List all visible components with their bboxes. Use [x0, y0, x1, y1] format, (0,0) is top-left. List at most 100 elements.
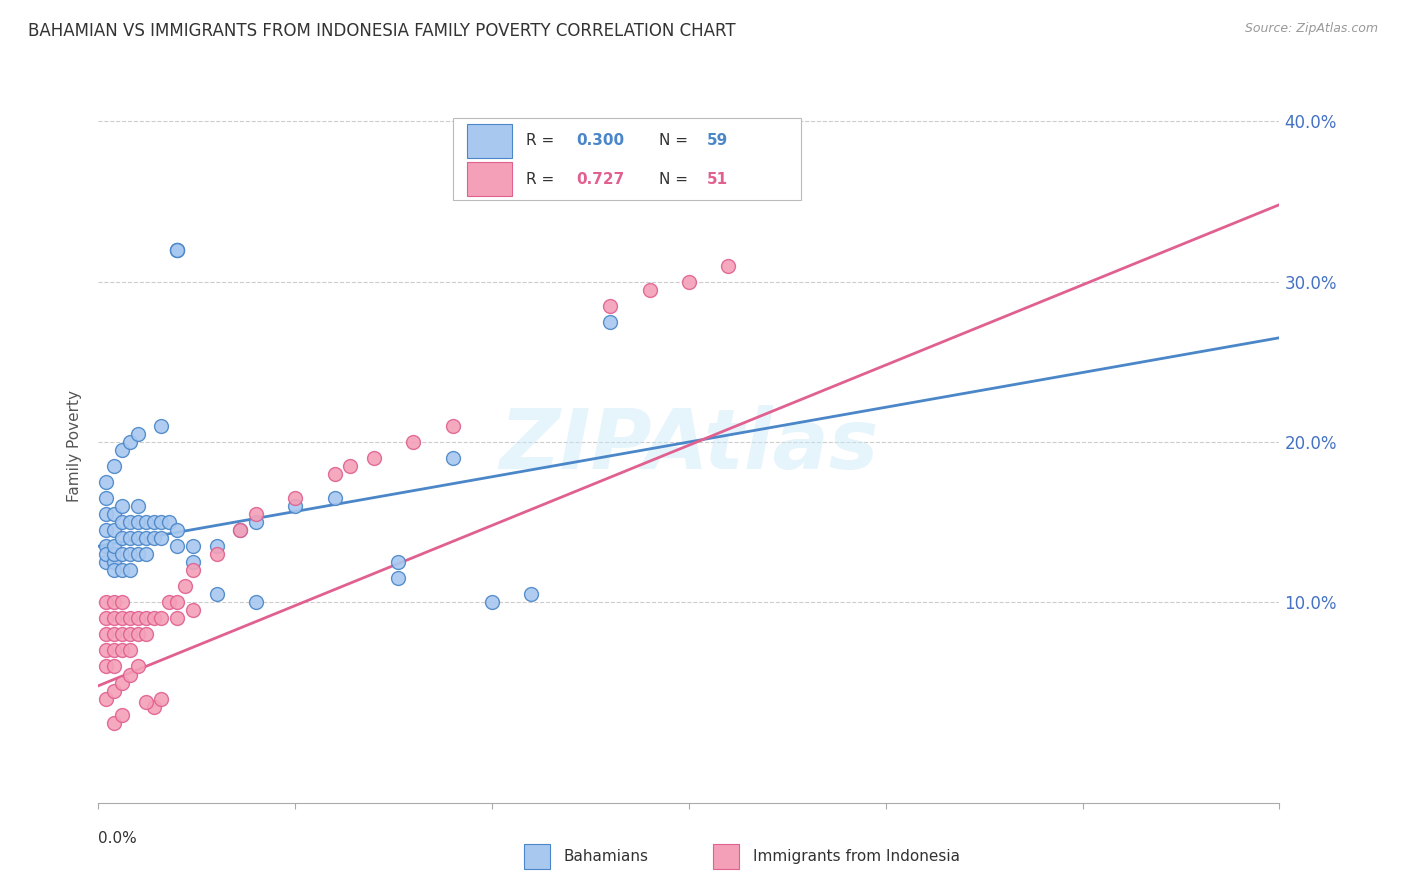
Point [127, 531, 149, 545]
Point [142, 699, 165, 714]
Point [142, 611, 165, 625]
Point [166, 523, 188, 537]
Point [157, 515, 180, 529]
Point [142, 531, 165, 545]
Point [339, 458, 361, 473]
Point [441, 419, 464, 434]
Point [441, 450, 464, 465]
Point [118, 515, 141, 529]
Point [166, 243, 188, 257]
Point [135, 515, 157, 529]
Point [520, 587, 543, 601]
Point [96, 691, 118, 706]
Point [96, 547, 118, 561]
Point [103, 683, 125, 698]
Point [127, 499, 149, 513]
Point [363, 450, 385, 465]
Point [166, 243, 188, 257]
Point [111, 707, 134, 722]
Point [135, 611, 157, 625]
Text: 51: 51 [707, 172, 728, 186]
Text: R =: R = [526, 133, 560, 148]
Point [103, 458, 125, 473]
Point [118, 627, 141, 641]
Point [96, 659, 118, 673]
FancyBboxPatch shape [467, 162, 512, 196]
Point [205, 587, 228, 601]
Text: ZIPAtlas: ZIPAtlas [499, 406, 879, 486]
Point [150, 691, 173, 706]
Point [111, 499, 134, 513]
Point [166, 243, 188, 257]
Point [111, 563, 134, 577]
Point [150, 419, 173, 434]
Point [127, 515, 149, 529]
Point [150, 611, 173, 625]
Point [96, 595, 118, 609]
Text: Source: ZipAtlas.com: Source: ZipAtlas.com [1244, 22, 1378, 36]
Point [103, 539, 125, 553]
Point [245, 515, 267, 529]
Point [111, 643, 134, 657]
Point [245, 507, 267, 521]
Point [111, 531, 134, 545]
Point [245, 595, 267, 609]
Point [103, 523, 125, 537]
Point [111, 675, 134, 690]
Text: N =: N = [659, 133, 693, 148]
Point [150, 531, 173, 545]
Point [127, 427, 149, 442]
FancyBboxPatch shape [453, 118, 801, 200]
Point [127, 659, 149, 673]
Point [717, 259, 740, 273]
Point [103, 627, 125, 641]
Text: 0.0%: 0.0% [98, 831, 138, 847]
Point [323, 491, 346, 505]
Point [103, 595, 125, 609]
Point [135, 627, 157, 641]
Point [323, 467, 346, 481]
Text: 0.727: 0.727 [576, 172, 626, 186]
Point [96, 475, 118, 489]
Point [118, 531, 141, 545]
Point [174, 579, 197, 593]
Point [135, 695, 157, 709]
Point [118, 611, 141, 625]
Point [166, 539, 188, 553]
Point [205, 547, 228, 561]
Point [135, 547, 157, 561]
Point [111, 595, 134, 609]
Point [127, 627, 149, 641]
Point [96, 539, 118, 553]
Point [638, 283, 661, 297]
Point [284, 499, 307, 513]
Text: Bahamians: Bahamians [564, 849, 648, 863]
Point [103, 507, 125, 521]
Point [127, 547, 149, 561]
Point [229, 523, 252, 537]
Point [96, 611, 118, 625]
FancyBboxPatch shape [467, 124, 512, 158]
Point [96, 491, 118, 505]
Point [111, 442, 134, 457]
Point [111, 627, 134, 641]
Point [103, 715, 125, 730]
Point [166, 595, 188, 609]
Y-axis label: Family Poverty: Family Poverty [67, 390, 83, 502]
Text: BAHAMIAN VS IMMIGRANTS FROM INDONESIA FAMILY POVERTY CORRELATION CHART: BAHAMIAN VS IMMIGRANTS FROM INDONESIA FA… [28, 22, 735, 40]
Point [96, 507, 118, 521]
Text: Immigrants from Indonesia: Immigrants from Indonesia [752, 849, 960, 863]
Point [142, 515, 165, 529]
Point [96, 555, 118, 569]
Point [118, 643, 141, 657]
Point [181, 539, 204, 553]
Point [118, 667, 141, 681]
Point [599, 315, 621, 329]
Point [166, 611, 188, 625]
Text: 59: 59 [707, 133, 728, 148]
Text: 0.300: 0.300 [576, 133, 624, 148]
Point [181, 603, 204, 617]
Point [284, 491, 307, 505]
Point [402, 435, 425, 450]
Point [118, 547, 141, 561]
